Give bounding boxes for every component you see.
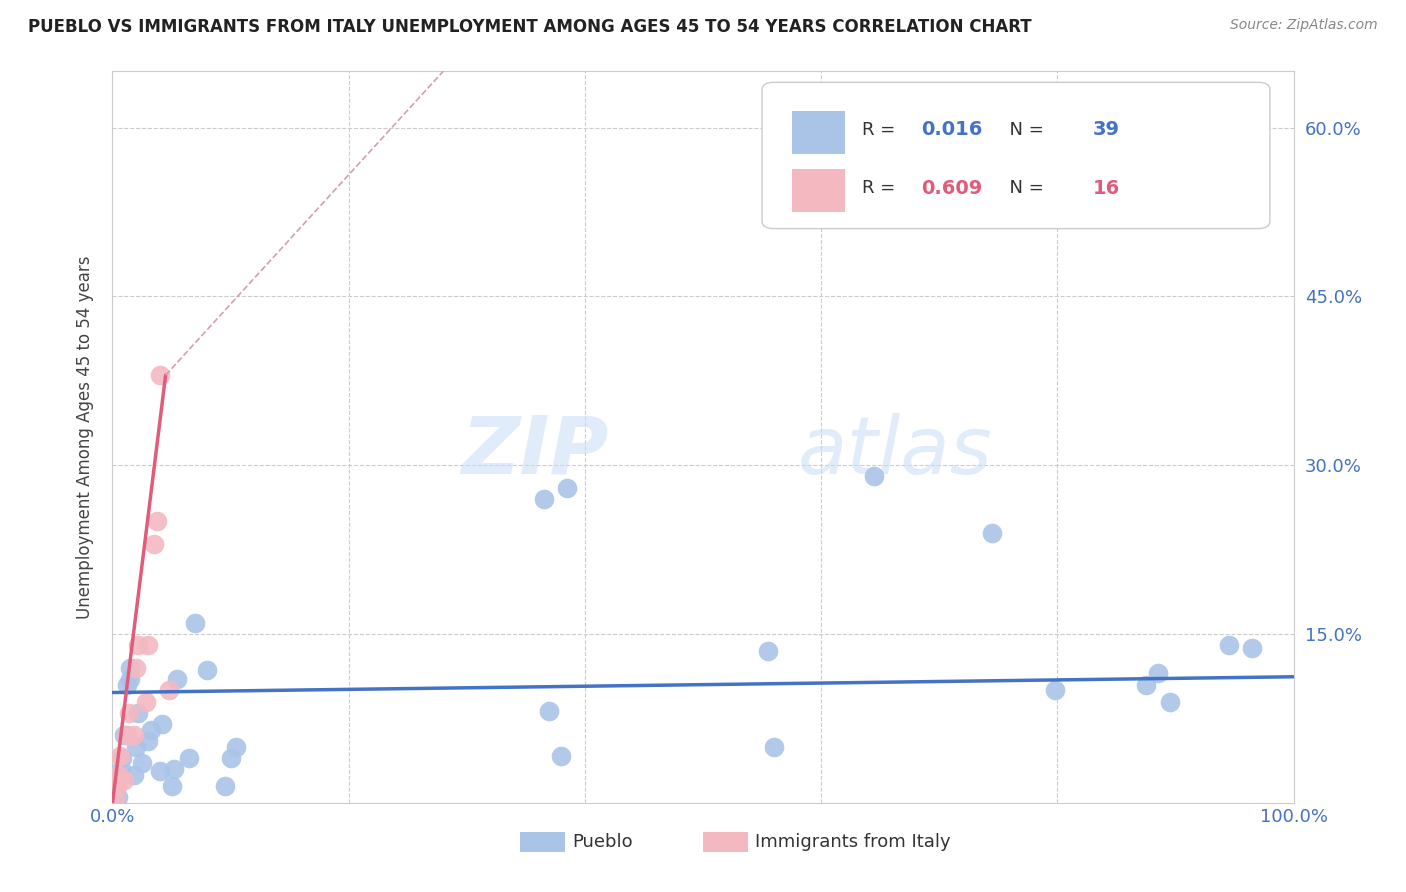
Point (141, 723, 163, 737)
Text: 0.609: 0.609 (921, 179, 983, 198)
Point (118, 706, 141, 720)
Point (1218, 638, 1240, 652)
Point (981, 525, 1004, 540)
Point (112, 728, 135, 742)
Point (104, 792, 127, 806)
Point (127, 706, 149, 720)
Text: N =: N = (998, 121, 1050, 139)
Text: 0.016: 0.016 (921, 120, 983, 139)
Point (122, 767, 145, 781)
Point (125, 661, 148, 675)
Point (550, 748, 572, 763)
Point (762, 739, 785, 754)
Point (225, 739, 247, 754)
Point (105, 779, 128, 793)
FancyBboxPatch shape (762, 82, 1270, 228)
Point (1043, 683, 1066, 698)
Point (115, 678, 138, 692)
Text: Source: ZipAtlas.com: Source: ZipAtlas.com (1230, 18, 1378, 32)
Point (127, 638, 149, 652)
FancyBboxPatch shape (792, 111, 845, 153)
Point (756, 644, 779, 658)
Point (131, 756, 153, 771)
Text: R =: R = (862, 121, 901, 139)
Point (146, 515, 169, 529)
Point (555, 481, 578, 495)
Point (136, 734, 159, 748)
Point (107, 767, 129, 781)
Text: PUEBLO VS IMMIGRANTS FROM ITALY UNEMPLOYMENT AMONG AGES 45 TO 54 YEARS CORRELATI: PUEBLO VS IMMIGRANTS FROM ITALY UNEMPLOY… (28, 18, 1032, 36)
Text: N =: N = (998, 179, 1050, 197)
Point (149, 368, 172, 383)
Point (142, 537, 165, 551)
Point (111, 751, 134, 765)
Text: Pueblo: Pueblo (572, 833, 633, 851)
Text: atlas: atlas (797, 413, 993, 491)
Point (1241, 640, 1264, 655)
Point (166, 672, 188, 686)
Point (107, 773, 129, 788)
Point (136, 638, 159, 652)
Text: R =: R = (862, 179, 901, 197)
Text: ZIP: ZIP (461, 413, 609, 491)
Point (135, 694, 157, 708)
Text: 16: 16 (1092, 179, 1121, 198)
Point (149, 764, 172, 779)
Text: Immigrants from Italy: Immigrants from Italy (755, 833, 950, 851)
Text: 39: 39 (1092, 120, 1119, 139)
Point (863, 469, 886, 483)
Point (1135, 678, 1157, 692)
Point (122, 728, 145, 742)
Point (125, 739, 148, 754)
Point (214, 779, 236, 793)
Point (219, 751, 242, 765)
Point (533, 491, 555, 506)
Point (538, 704, 561, 718)
Point (195, 663, 218, 677)
Point (1146, 666, 1168, 681)
Point (112, 773, 135, 788)
Point (179, 751, 201, 765)
Point (107, 790, 129, 805)
Y-axis label: Unemployment Among Ages 45 to 54 years: Unemployment Among Ages 45 to 54 years (76, 255, 94, 619)
Point (184, 615, 207, 630)
Point (120, 672, 142, 686)
FancyBboxPatch shape (792, 169, 845, 212)
Point (110, 762, 132, 776)
Point (108, 748, 131, 763)
Point (1159, 694, 1181, 708)
Point (115, 728, 138, 742)
Point (163, 762, 186, 776)
Point (150, 717, 173, 731)
Point (120, 661, 142, 675)
Point (157, 683, 180, 698)
Point (160, 779, 183, 793)
